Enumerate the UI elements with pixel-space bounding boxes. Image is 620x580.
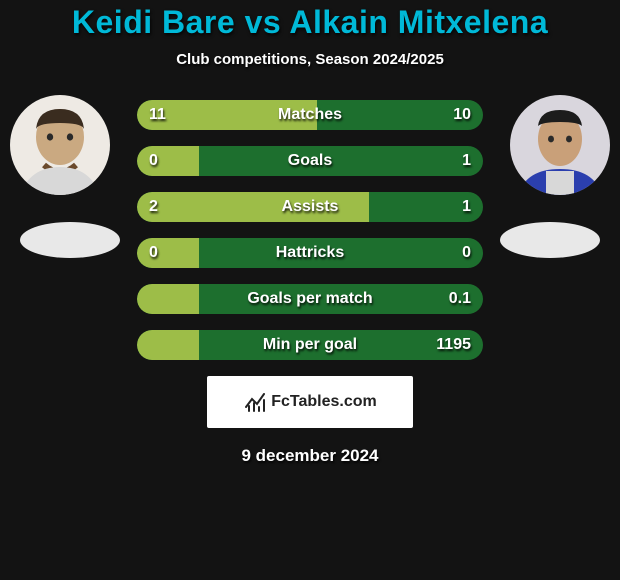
stat-row: 2Assists1	[137, 192, 483, 222]
stat-right-value: 1	[462, 192, 471, 222]
stat-row: Min per goal1195	[137, 330, 483, 360]
stat-row-fill	[137, 284, 199, 314]
stat-right-value: 0.1	[449, 284, 471, 314]
stat-row: 0Hattricks0	[137, 238, 483, 268]
player-left-avatar	[10, 95, 110, 195]
avatar-placeholder-icon	[510, 95, 610, 195]
player-left-flag	[20, 222, 120, 258]
stat-right-value: 10	[453, 100, 471, 130]
stat-row-fill	[137, 100, 317, 130]
infographic-date: 9 december 2024	[0, 446, 620, 466]
comparison-infographic: Keidi Bare vs Alkain Mitxelena Club comp…	[0, 0, 620, 580]
stat-right-value: 0	[462, 238, 471, 268]
content-area: 11Matches10 0Goals1 2Assists1 0Hattricks0 Go…	[0, 100, 620, 466]
stat-row: 11Matches10	[137, 100, 483, 130]
stat-row-fill	[137, 330, 199, 360]
stat-right-value: 1195	[436, 330, 471, 360]
stat-row-fill	[137, 146, 199, 176]
page-title: Keidi Bare vs Alkain Mitxelena	[0, 4, 620, 41]
player-right-avatar	[510, 95, 610, 195]
stat-row: Goals per match0.1	[137, 284, 483, 314]
subtitle: Club competitions, Season 2024/2025	[0, 51, 620, 68]
brand-chart-icon	[243, 390, 267, 414]
avatar-placeholder-icon	[10, 95, 110, 195]
comparison-bars: 11Matches10 0Goals1 2Assists1 0Hattricks0 Go…	[137, 100, 483, 360]
stat-row-fill	[137, 238, 199, 268]
stat-row-fill	[137, 192, 369, 222]
flag-icon	[20, 222, 120, 258]
player-right-flag	[500, 222, 600, 258]
brand-text: FcTables.com	[271, 393, 377, 411]
flag-icon	[500, 222, 600, 258]
stat-row: 0Goals1	[137, 146, 483, 176]
brand-box: FcTables.com	[207, 376, 413, 428]
stat-right-value: 1	[462, 146, 471, 176]
